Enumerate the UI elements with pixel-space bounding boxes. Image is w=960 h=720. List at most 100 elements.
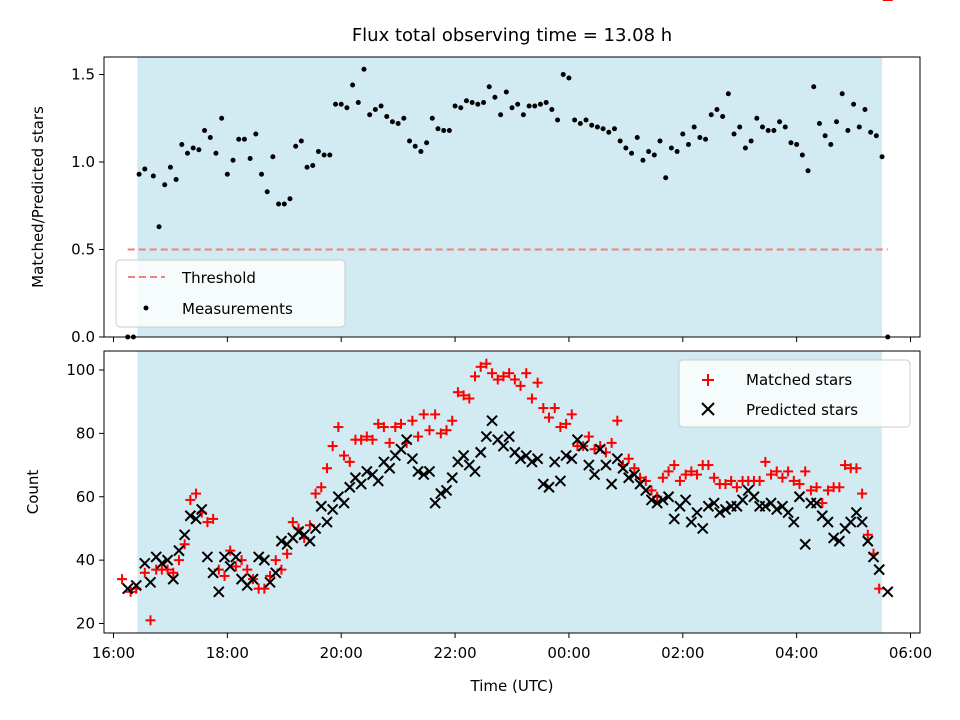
measurement-point xyxy=(748,138,754,144)
measurement-point xyxy=(142,166,148,172)
predicted-star-point xyxy=(782,506,794,519)
measurement-point xyxy=(213,150,219,156)
measurement-point xyxy=(657,138,663,144)
measurement-point xyxy=(310,163,316,168)
measurement-point xyxy=(333,101,339,107)
predicted-star-point xyxy=(480,430,493,443)
matched-star-point xyxy=(544,412,555,423)
measurement-point xyxy=(794,142,800,147)
matched-star-point xyxy=(407,415,418,426)
matched-star-point xyxy=(857,488,868,499)
predicted-star-point xyxy=(594,443,606,455)
measurement-point xyxy=(651,152,657,158)
measurement-point xyxy=(236,136,242,142)
measurement-point xyxy=(782,124,788,130)
matched-star-point xyxy=(424,425,435,436)
matched-star-point xyxy=(646,485,657,496)
measurement-point xyxy=(315,149,321,154)
matched-star-point xyxy=(760,456,771,467)
measurement-point xyxy=(737,124,743,130)
matched-star-point xyxy=(447,415,458,426)
predicted-star-point xyxy=(423,465,436,478)
predicted-star-point xyxy=(412,465,424,478)
measurement-point xyxy=(788,140,794,146)
x-tick-label: 02:00 xyxy=(661,644,704,662)
matched-star-point xyxy=(185,494,196,505)
measurement-point xyxy=(162,182,168,188)
matched-star-point xyxy=(777,472,788,483)
matched-star-point xyxy=(492,374,503,385)
predicted-star-point xyxy=(503,430,515,443)
matched-star-point xyxy=(840,460,851,471)
matched-star-point xyxy=(327,441,338,452)
matched-star-point xyxy=(811,482,822,493)
predicted-star-point xyxy=(560,449,572,462)
predicted-star-point xyxy=(497,440,510,452)
measurement-point xyxy=(219,115,225,121)
measurement-point xyxy=(372,107,378,112)
matched-star-point xyxy=(413,431,424,442)
predicted-star-point xyxy=(566,453,578,465)
measurement-point xyxy=(509,105,515,111)
matched-star-point xyxy=(720,479,731,490)
predicted-star-point xyxy=(833,535,846,547)
measurement-point xyxy=(703,136,709,142)
predicted-star-point xyxy=(344,481,356,493)
measurement-point xyxy=(270,154,276,160)
measurement-point xyxy=(304,164,310,170)
matched-star-point xyxy=(504,368,515,379)
ratio-y-tick-label: 0.0 xyxy=(71,328,95,346)
count-y-tick-label: 40 xyxy=(76,551,95,569)
measurement-point xyxy=(253,131,259,137)
measurement-point xyxy=(486,84,492,90)
predicted-star-point xyxy=(845,516,857,528)
predicted-star-point xyxy=(173,544,185,557)
measurement-point xyxy=(327,152,333,158)
measurement-point xyxy=(498,112,504,118)
measurement-point xyxy=(520,112,526,118)
predicted-star-point xyxy=(418,468,430,481)
matched-star-point xyxy=(378,422,389,433)
measurement-point xyxy=(463,98,469,104)
ratio-plot-frame xyxy=(103,56,921,338)
legend-measurements-label: Measurements xyxy=(182,300,293,318)
matched-star-point xyxy=(822,485,833,496)
predicted-star-point xyxy=(543,481,555,493)
matched-star-point xyxy=(139,567,150,578)
matched-star-point xyxy=(521,368,532,379)
measurement-point xyxy=(759,124,765,130)
matched-star-point xyxy=(862,529,873,540)
predicted-star-point xyxy=(714,506,726,519)
matched-star-point xyxy=(583,431,594,442)
predicted-star-point xyxy=(759,500,772,512)
measurement-point xyxy=(503,89,509,95)
predicted-star-point xyxy=(230,551,242,563)
predicted-star-point xyxy=(139,557,151,569)
measurement-point xyxy=(560,72,566,77)
predicted-star-point xyxy=(873,563,885,576)
predicted-star-point xyxy=(867,551,880,563)
matched-star-point xyxy=(361,431,372,442)
matched-star-point xyxy=(145,615,156,626)
matched-star-point xyxy=(333,422,344,433)
predicted-star-point xyxy=(218,551,231,563)
predicted-star-point xyxy=(196,503,208,516)
predicted-star-point xyxy=(788,516,800,528)
measurement-point xyxy=(515,101,521,107)
matched-star-point xyxy=(179,539,190,550)
measurement-point xyxy=(623,145,629,151)
measurement-point xyxy=(725,91,731,97)
count-plot-frame xyxy=(103,350,921,634)
matched-star-point xyxy=(395,418,406,429)
measurement-point xyxy=(754,115,760,121)
predicted-star-point xyxy=(292,525,305,538)
matched-star-point xyxy=(731,482,742,493)
measurement-point xyxy=(543,100,549,105)
measurement-point xyxy=(264,189,270,195)
legend-measurements-swatch xyxy=(143,305,149,311)
legend-threshold-label: Threshold xyxy=(181,269,256,287)
predicted-star-point xyxy=(167,573,179,585)
measurement-point xyxy=(401,115,407,121)
measurement-point xyxy=(549,107,555,112)
matched-star-point xyxy=(487,368,498,379)
